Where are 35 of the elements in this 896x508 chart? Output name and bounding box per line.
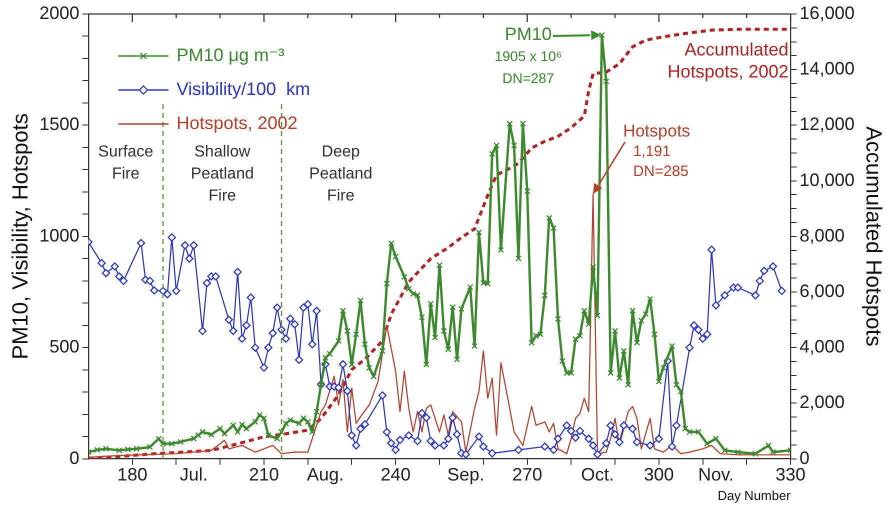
legend-label: PM10 μg m⁻³ — [176, 44, 284, 65]
annotation: Shallow Peatland Fire — [190, 143, 254, 204]
y2-tick-label: 4,000 — [800, 336, 845, 357]
y2-tick-label: 16,000 — [800, 2, 855, 23]
y2-tick-label: 12,000 — [800, 114, 855, 134]
y2-tick-label: 14,000 — [800, 58, 855, 79]
y-tick-label: 0 — [69, 448, 80, 468]
y2-tick-label: 10,000 — [800, 170, 855, 190]
x-tick-label: 270 — [512, 464, 542, 485]
y-tick-label: 2000 — [39, 2, 80, 23]
annotation: Deep Peatland Fire — [309, 143, 372, 204]
x-axis-title: Day Number — [718, 488, 792, 503]
y-tick-label: 1000 — [39, 225, 80, 246]
series-label: Accumulated Hotspots, 2002 — [667, 39, 789, 82]
x-tick-label: Jul. — [180, 464, 208, 485]
y-axis-title: PM10, Visibility, Hotspots — [7, 113, 32, 360]
annotation: PM10 1905 x 10⁶ DN=287 — [494, 24, 562, 86]
y-tick-label: 1500 — [39, 114, 80, 134]
y2-tick-label: 8,000 — [800, 225, 845, 246]
x-tick-label: Nov. — [698, 464, 734, 485]
legend-label: Hotspots, 2002 — [176, 112, 298, 133]
x-tick-label: 300 — [644, 464, 674, 485]
x-tick-label: Oct. — [580, 464, 614, 485]
x-tick-label: 240 — [380, 464, 411, 485]
annotation: Hotspots 1,191 DN=285 — [623, 122, 690, 180]
x-tick-label: Sep. — [447, 464, 484, 485]
legend-label: Visibility/100 km — [176, 78, 310, 99]
y2-tick-label: 2,000 — [800, 392, 845, 412]
y2-tick-label: 6,000 — [800, 280, 845, 301]
y-tick-label: 500 — [49, 336, 80, 357]
annotation: Surface Fire — [98, 143, 154, 182]
x-tick-label: 210 — [248, 464, 279, 485]
x-tick-label: Aug. — [306, 464, 344, 485]
x-tick-label: 180 — [117, 464, 148, 485]
y2-axis-title: Accumulated Hotspots — [862, 126, 887, 346]
